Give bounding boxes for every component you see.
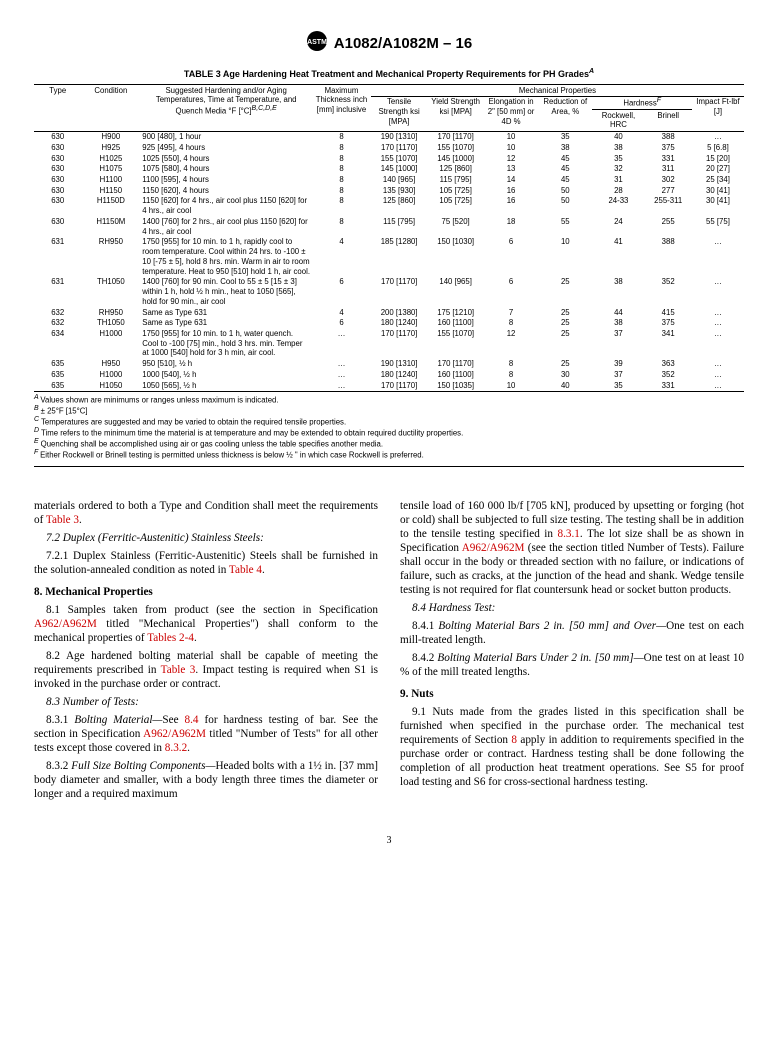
th-brinell: Brinell	[644, 110, 691, 131]
table-row: 630H1150D1150 [620] for 4 hrs., air cool…	[34, 196, 744, 216]
heading-8: 8. Mechanical Properties	[34, 585, 378, 599]
th-mech: Mechanical Properties	[371, 85, 744, 97]
table-row: 632TH1050Same as Type 6316180 [1240]160 …	[34, 318, 744, 329]
left-column: materials ordered to both a Type and Con…	[34, 495, 378, 805]
table-row: 635H10501050 [565], ½ h…170 [1170]150 [1…	[34, 380, 744, 391]
table-row: 631TH10501400 [760] for 90 min. Cool to …	[34, 277, 744, 307]
table-row: 630H925925 [495], 4 hours8170 [1170]155 …	[34, 142, 744, 153]
heading-8-4: 8.4 Hardness Test:	[412, 602, 495, 614]
table-row: 630H10751075 [580], 4 hours8145 [1000]12…	[34, 164, 744, 175]
svg-text:ASTM: ASTM	[307, 39, 327, 46]
link-8-4[interactable]: 8.4	[185, 714, 199, 726]
page-number: 3	[34, 835, 744, 848]
astm-logo: ASTM	[306, 30, 328, 58]
table-row: 630H10251025 [550], 4 hours8155 [1070]14…	[34, 153, 744, 164]
th-thick: Maximum Thickness inch [mm] inclusive	[312, 85, 371, 132]
table-row: 634H10001750 [955] for 10 min. to 1 h, w…	[34, 328, 744, 358]
table-notes: A Values shown are minimums or ranges un…	[34, 394, 744, 467]
link-a962-3[interactable]: A962/A962M	[462, 542, 525, 554]
link-table3b[interactable]: Table 3	[161, 664, 196, 676]
th-condition: Condition	[81, 85, 140, 132]
th-hardness: HardnessF	[592, 96, 691, 109]
link-832[interactable]: 8.3.2	[165, 742, 187, 754]
doc-header: ASTM A1082/A1082M – 16	[34, 30, 744, 58]
link-table4[interactable]: Table 4	[229, 564, 262, 576]
th-yield: Yield Strength ksi [MPA]	[427, 96, 484, 131]
heading-7-2: 7.2 Duplex (Ferritic-Austenitic) Stainle…	[46, 532, 264, 544]
doc-id: A1082/A1082M – 16	[334, 35, 472, 52]
link-tables24[interactable]: Tables 2-4	[147, 632, 194, 644]
table-row: 635H10001000 [540], ½ h…180 [1240]160 [1…	[34, 369, 744, 380]
body-columns: materials ordered to both a Type and Con…	[34, 495, 744, 805]
table-row: 630H11001100 [595], 4 hours8140 [965]115…	[34, 174, 744, 185]
th-suggested: Suggested Hardening and/or Aging Tempera…	[140, 85, 312, 132]
table-caption: TABLE 3 Age Hardening Heat Treatment and…	[34, 68, 744, 80]
th-reduction: Reduction of Area, %	[538, 96, 592, 131]
th-tensile: Tensile Strength ksi [MPA]	[371, 96, 428, 131]
link-a962-1[interactable]: A962/A962M	[34, 618, 97, 630]
table-row: 632RH950Same as Type 6314200 [1380]175 […	[34, 307, 744, 318]
heading-8-3: 8.3 Number of Tests:	[46, 696, 139, 708]
th-impact: Impact Ft-lbf [J]	[692, 96, 744, 131]
link-table3[interactable]: Table 3	[46, 514, 79, 526]
right-column: tensile load of 160 000 lb/f [705 kN], p…	[400, 495, 744, 805]
table-row: 630H1150M1400 [760] for 2 hrs., air cool…	[34, 216, 744, 236]
th-elong: Elongation in 2" [50 mm] or 4D %	[484, 96, 538, 131]
table-row: 630H11501150 [620], 4 hours8135 [930]105…	[34, 185, 744, 196]
link-a962-2[interactable]: A962/A962M	[143, 728, 206, 740]
table-row: 631RH9501750 [955] for 10 min. to 1 h, r…	[34, 237, 744, 277]
heading-9: 9. Nuts	[400, 687, 744, 701]
table-3: Type Condition Suggested Hardening and/o…	[34, 84, 744, 392]
th-type: Type	[34, 85, 81, 132]
link-831[interactable]: 8.3.1	[558, 528, 580, 540]
table-row: 630H900900 [480], 1 hour8190 [1310]170 […	[34, 131, 744, 142]
table-row: 635H950950 [510], ½ h…190 [1310]170 [117…	[34, 359, 744, 370]
th-rockwell: Rockwell, HRC	[592, 110, 644, 131]
